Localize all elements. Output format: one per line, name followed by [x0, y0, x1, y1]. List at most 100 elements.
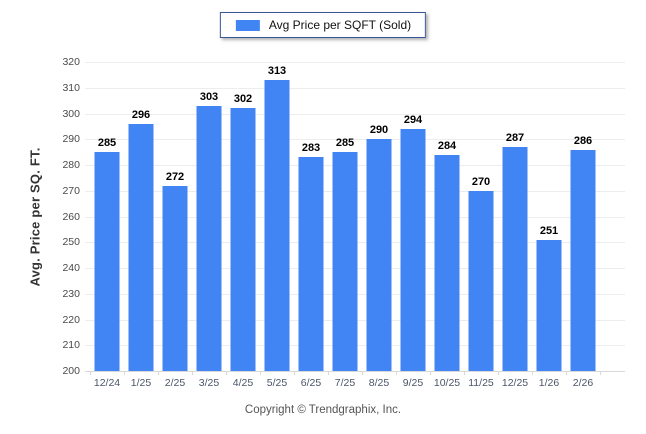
x-tick-label: 12/25	[501, 377, 529, 389]
bar	[366, 139, 392, 371]
bar-slot: 287 12/25	[498, 62, 532, 389]
chart-legend: Avg Price per SQFT (Sold)	[219, 12, 427, 38]
bar	[400, 129, 426, 371]
y-tick-label: 230	[62, 288, 80, 300]
bar-value-label: 302	[233, 93, 253, 105]
bar-value-label: 286	[573, 135, 593, 147]
x-tick-label: 5/25	[266, 377, 288, 389]
bar-slot: 303 3/25	[192, 62, 226, 389]
bar	[94, 152, 120, 371]
x-tick-label: 4/25	[232, 377, 254, 389]
bars: 285 12/24 296 1/25 272 2/25 303 3/25 302 4/25 313 5…	[90, 62, 601, 389]
y-tick-label: 220	[62, 314, 80, 326]
gridline	[85, 88, 625, 89]
x-axis-tick	[294, 371, 295, 375]
bar-value-label: 285	[335, 137, 355, 149]
x-axis-tick	[124, 371, 125, 375]
x-tick-label: 11/25	[468, 377, 494, 389]
x-tick-label: 10/25	[433, 377, 461, 389]
x-axis-tick	[464, 371, 465, 375]
bar-value-label: 272	[165, 171, 185, 183]
y-tick-label: 200	[62, 365, 80, 377]
y-tick-label: 270	[62, 185, 80, 197]
bar-slot: 286 2/26	[566, 62, 600, 389]
copyright-text: Copyright © Trendgraphix, Inc.	[244, 404, 402, 416]
gridline	[85, 371, 625, 372]
gridline	[85, 62, 625, 63]
x-axis-tick	[260, 371, 261, 375]
x-axis-tick	[362, 371, 363, 375]
bar-slot: 302 4/25	[226, 62, 260, 389]
y-tick-label: 280	[62, 159, 80, 171]
bar-slot: 283 6/25	[294, 62, 328, 389]
bar-value-label: 296	[131, 109, 151, 121]
x-tick-label: 6/25	[300, 377, 322, 389]
x-tick-label: 2/26	[572, 377, 594, 389]
x-axis-tick	[396, 371, 397, 375]
bar	[536, 240, 562, 371]
x-axis-tick	[328, 371, 329, 375]
bar	[468, 191, 494, 371]
bar	[434, 155, 460, 371]
y-tick-label: 240	[62, 262, 80, 274]
x-axis-tick	[192, 371, 193, 375]
x-axis-tick	[600, 371, 601, 375]
bar-value-label: 284	[437, 140, 457, 152]
x-axis-tick	[158, 371, 159, 375]
x-tick-label: 12/24	[93, 377, 121, 389]
y-axis-ticks: 320 310 300 290 280 270 260 250 240 230 220 210 200	[0, 56, 80, 377]
y-tick-label: 290	[62, 133, 80, 145]
y-tick-label: 210	[62, 339, 80, 351]
bar-slot: 290 8/25	[362, 62, 396, 389]
bar	[502, 147, 528, 371]
legend-label: Avg Price per SQFT (Sold)	[268, 18, 412, 32]
bar-slot: 284 10/25	[430, 62, 464, 389]
bar-slot: 270 11/25	[464, 62, 498, 389]
x-tick-label: 9/25	[402, 377, 424, 389]
bar-slot: 272 2/25	[158, 62, 192, 389]
bar	[264, 80, 290, 371]
bar	[162, 186, 188, 371]
gridline	[85, 114, 625, 115]
x-axis-tick	[566, 371, 567, 375]
bar	[570, 150, 596, 371]
bar-slot: 313 5/25	[260, 62, 294, 389]
bar-slot: 285 12/24	[90, 62, 124, 389]
bar-slot: 294 9/25	[396, 62, 430, 389]
bar	[128, 124, 154, 371]
x-axis-tick	[430, 371, 431, 375]
x-tick-label: 1/26	[538, 377, 560, 389]
bar-value-label: 313	[267, 65, 287, 77]
y-tick-label: 250	[62, 236, 80, 248]
x-tick-label: 7/25	[334, 377, 356, 389]
bar-slot: 251 1/26	[532, 62, 566, 389]
x-tick-label: 3/25	[198, 377, 220, 389]
x-tick-label: 2/25	[164, 377, 186, 389]
x-axis-tick	[226, 371, 227, 375]
gridline	[85, 139, 625, 140]
bar	[230, 108, 256, 371]
x-axis-tick	[532, 371, 533, 375]
x-axis-tick	[90, 371, 91, 375]
y-tick-label: 300	[62, 108, 80, 120]
bar-value-label: 251	[539, 225, 559, 237]
bar	[196, 106, 222, 371]
bar-value-label: 287	[505, 132, 525, 144]
bar	[332, 152, 358, 371]
bar-value-label: 290	[369, 124, 389, 136]
x-tick-label: 8/25	[368, 377, 390, 389]
bar-value-label: 283	[301, 142, 321, 154]
y-tick-label: 320	[62, 56, 80, 68]
bar-value-label: 285	[97, 137, 117, 149]
bar-value-label: 270	[471, 176, 491, 188]
x-axis-tick	[498, 371, 499, 375]
bar-value-label: 303	[199, 91, 219, 103]
bar	[298, 157, 324, 371]
x-tick-label: 1/25	[130, 377, 152, 389]
bar-slot: 296 1/25	[124, 62, 158, 389]
legend-swatch	[235, 19, 260, 31]
bar-value-label: 294	[403, 114, 423, 126]
bar-slot: 285 7/25	[328, 62, 362, 389]
y-tick-label: 310	[62, 82, 80, 94]
y-tick-label: 260	[62, 211, 80, 223]
